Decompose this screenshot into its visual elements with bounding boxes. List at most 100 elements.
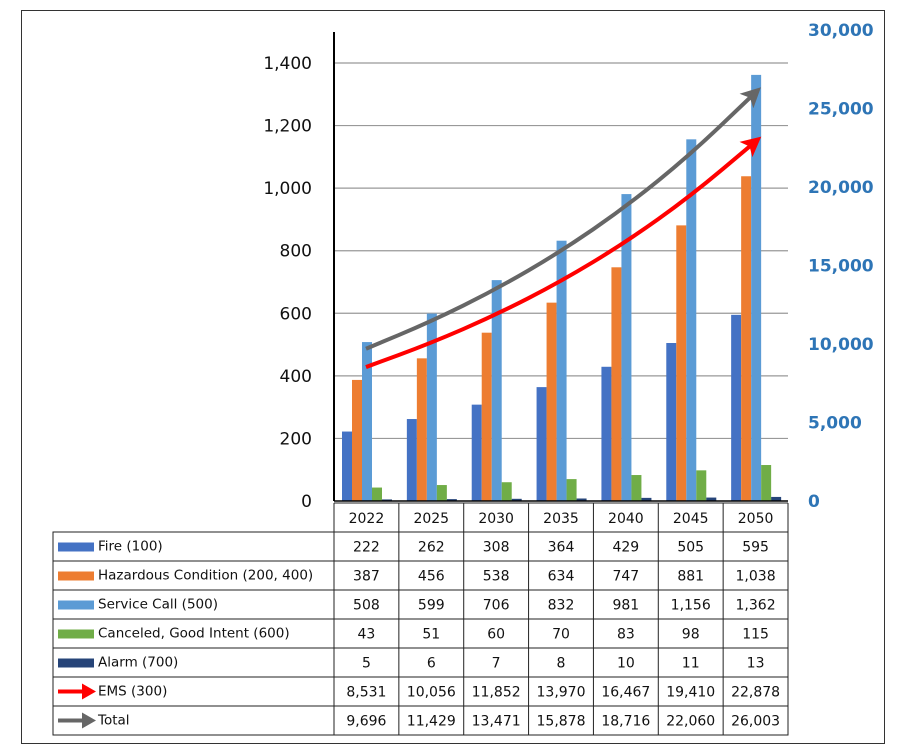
bar-fire	[342, 431, 352, 501]
table-cell: 599	[418, 598, 445, 614]
table-header-year: 2022	[349, 511, 385, 527]
bar-alarm	[511, 498, 522, 501]
right-axis-tick-label: 0	[808, 492, 820, 512]
bar-canceled	[501, 482, 512, 501]
table-header-year: 2035	[543, 511, 579, 527]
legend-label: Canceled, Good Intent (600)	[98, 626, 290, 642]
legend-swatch	[58, 629, 94, 639]
legend-swatch	[58, 542, 94, 552]
table-cell: 6	[427, 656, 436, 672]
bar-hazardous	[741, 176, 752, 502]
bar-hazardous	[611, 267, 622, 501]
table-cell: 11,429	[407, 714, 456, 730]
left-axis-tick-label: 200	[280, 429, 312, 449]
left-axis-tick-label: 0	[301, 492, 312, 512]
total-trend-arrow	[365, 87, 761, 351]
table-cell: 22,878	[731, 685, 780, 701]
table-cell: 7	[492, 656, 501, 672]
right-axis-tick-label: 30,000	[808, 21, 874, 41]
bar-alarm	[446, 499, 457, 501]
table-cell: 538	[483, 569, 510, 585]
bar-fire	[471, 404, 482, 501]
table-cell: 60	[487, 627, 505, 643]
legend-label: EMS (300)	[98, 684, 167, 700]
table-header-year: 2040	[608, 511, 644, 527]
table-cell: 13	[747, 656, 765, 672]
table-cell: 832	[548, 598, 575, 614]
table-cell: 364	[548, 540, 575, 556]
table-header-year: 2050	[738, 511, 774, 527]
left-axis-tick-label: 1,000	[263, 179, 312, 199]
table-cell: 10,056	[407, 685, 456, 701]
bar-canceled	[372, 487, 382, 501]
table-cell: 8,531	[346, 685, 386, 701]
bar-canceled	[761, 465, 772, 501]
bar-fire	[601, 366, 612, 501]
bar-hazardous	[416, 358, 427, 501]
bar-service	[751, 74, 762, 501]
table-cell: 98	[682, 627, 700, 643]
table-cell: 429	[612, 540, 639, 556]
bar-service	[686, 139, 697, 501]
legend-swatch	[58, 571, 94, 581]
bar-hazardous	[352, 379, 362, 501]
table-cell: 747	[612, 569, 639, 585]
left-axis-tick-label: 600	[280, 304, 312, 324]
bar-alarm	[576, 498, 587, 501]
table-cell: 387	[353, 569, 380, 585]
bar-service	[362, 342, 372, 501]
bar-canceled	[566, 479, 577, 501]
table-cell: 19,410	[666, 685, 715, 701]
right-axis-tick-label: 20,000	[808, 178, 874, 198]
table-cell: 5	[362, 656, 371, 672]
table-cell: 43	[358, 627, 376, 643]
left-axis-tick-label: 800	[280, 242, 312, 262]
bar-canceled	[631, 475, 642, 501]
bar-service	[491, 280, 502, 501]
bar-service	[621, 194, 632, 501]
legend-label: Total	[97, 713, 130, 729]
table-cell: 981	[612, 598, 639, 614]
bar-alarm	[382, 499, 392, 501]
table-header-year: 2045	[673, 511, 709, 527]
table-cell: 15,878	[537, 714, 586, 730]
left-axis-tick-label: 400	[280, 367, 312, 387]
table-cell: 8	[557, 656, 566, 672]
table-cell: 262	[418, 540, 445, 556]
table-header-year: 2025	[413, 511, 449, 527]
legend-swatch	[58, 600, 94, 610]
table-cell: 10	[617, 656, 635, 672]
legend-arrow-icon	[82, 683, 96, 700]
legend-label: Alarm (700)	[98, 655, 178, 671]
bar-alarm	[706, 497, 717, 501]
legend-arrow-icon	[82, 712, 96, 729]
bar-canceled	[696, 470, 707, 501]
legend-label: Service Call (500)	[98, 597, 218, 613]
table-cell: 22,060	[666, 714, 715, 730]
table-cell: 51	[422, 627, 440, 643]
bar-fire	[406, 419, 417, 501]
bar-alarm	[641, 497, 652, 501]
table-cell: 26,003	[731, 714, 780, 730]
table-cell: 595	[742, 540, 769, 556]
table-cell: 11	[682, 656, 700, 672]
bar-fire	[731, 314, 742, 501]
table-cell: 881	[677, 569, 704, 585]
table-cell: 70	[552, 627, 570, 643]
bar-fire	[536, 387, 547, 501]
bar-alarm	[771, 496, 782, 501]
table-cell: 18,716	[601, 714, 650, 730]
table-cell: 1,156	[671, 598, 711, 614]
table-cell: 16,467	[601, 685, 650, 701]
table-cell: 308	[483, 540, 510, 556]
table-cell: 1,362	[736, 598, 776, 614]
table-cell: 9,696	[346, 714, 386, 730]
bar-hazardous	[676, 225, 687, 501]
table-cell: 13,471	[472, 714, 521, 730]
table-cell: 13,970	[537, 685, 586, 701]
right-axis-tick-label: 10,000	[808, 335, 874, 355]
table-header-year: 2030	[478, 511, 514, 527]
left-axis-tick-label: 1,400	[263, 54, 312, 74]
ems-trend-arrow	[365, 136, 762, 369]
